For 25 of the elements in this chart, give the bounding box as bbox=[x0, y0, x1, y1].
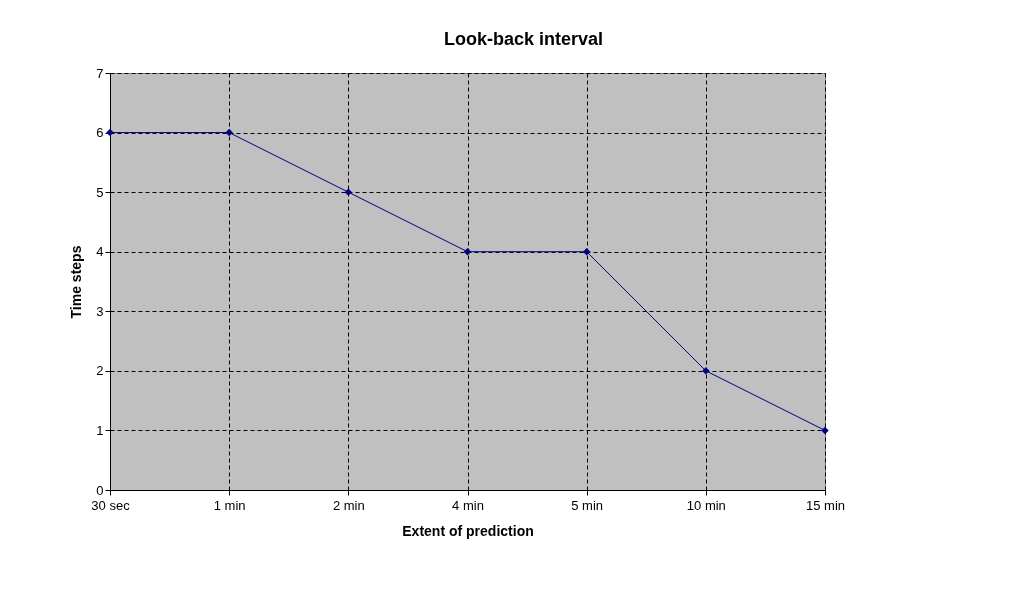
y-tick-label: 1 bbox=[96, 422, 104, 438]
x-tick-label: 15 min bbox=[805, 497, 846, 513]
x-axis-title: Extent of prediction bbox=[402, 522, 534, 539]
point bbox=[106, 128, 114, 137]
point bbox=[463, 248, 472, 256]
x-tick-label: 1 min bbox=[213, 497, 246, 513]
x-tick-label: 30 sec bbox=[91, 497, 131, 513]
point bbox=[225, 128, 233, 137]
y-axis-title: Time steps bbox=[68, 245, 85, 319]
point bbox=[702, 367, 710, 375]
point bbox=[821, 426, 829, 435]
y-tick-label: 3 bbox=[96, 303, 104, 319]
y-tick-label: 6 bbox=[96, 125, 104, 141]
point bbox=[344, 188, 353, 196]
y-tick-label: 7 bbox=[96, 65, 104, 81]
x-tick-label: 2 min bbox=[332, 497, 365, 513]
y-tick-label: 5 bbox=[96, 184, 104, 200]
x-tick-label: 5 min bbox=[571, 497, 604, 513]
x-tick-label: 4 min bbox=[452, 497, 484, 513]
chart-title: Look-back interval bbox=[443, 29, 604, 49]
point bbox=[582, 248, 591, 256]
y-tick-label: 4 bbox=[96, 244, 104, 260]
y-tick-label: 2 bbox=[96, 363, 104, 379]
y-tick-label: 0 bbox=[96, 482, 104, 498]
x-tick-label: 10 min bbox=[686, 497, 726, 513]
